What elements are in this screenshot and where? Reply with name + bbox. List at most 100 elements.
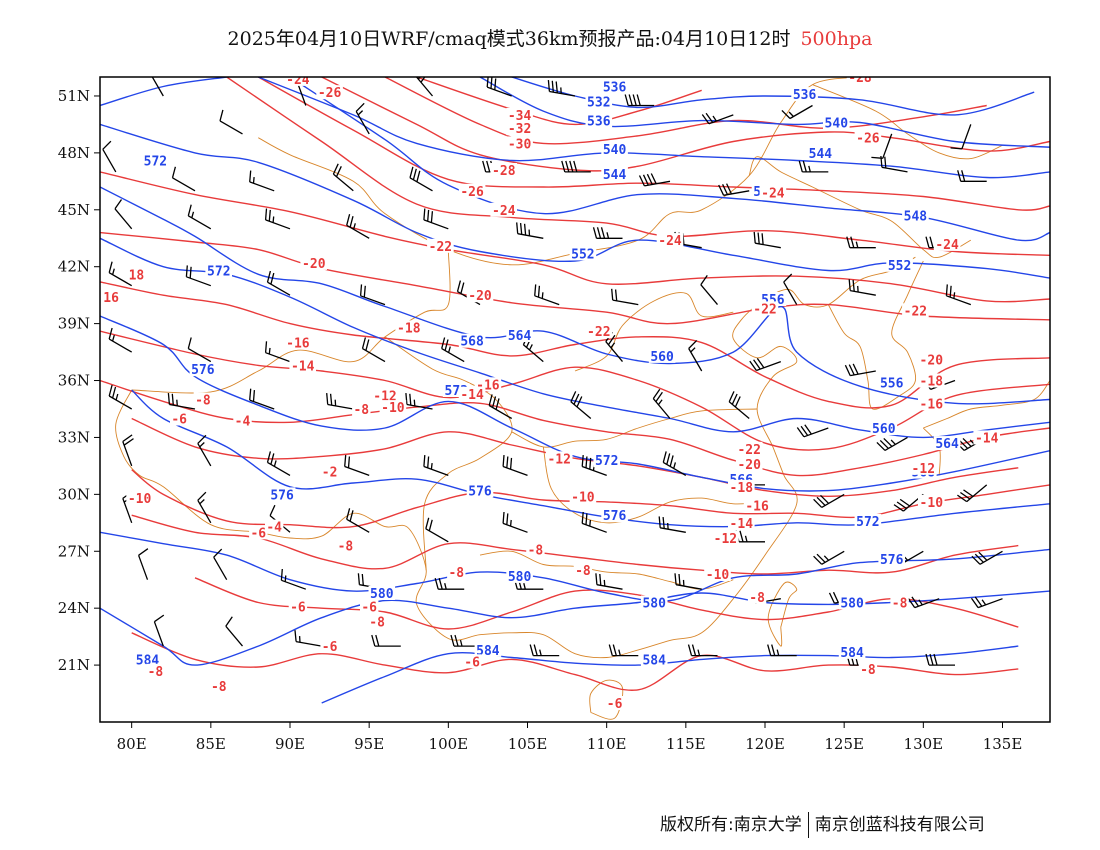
wind-barb-feather bbox=[596, 227, 602, 239]
wind-barb-half-feather bbox=[413, 399, 416, 406]
temperature-label: -6 bbox=[322, 640, 338, 655]
wind-barb bbox=[957, 170, 987, 182]
wind-barb-staff bbox=[946, 295, 972, 306]
temperature-label: -22 bbox=[587, 325, 610, 340]
wind-barb-staff bbox=[549, 90, 576, 97]
wind-barb bbox=[971, 550, 1003, 565]
height-contour-label-background bbox=[902, 208, 929, 223]
wind-barb-half-feather bbox=[697, 649, 701, 656]
wind-barb bbox=[547, 80, 576, 97]
temperature-label: -6 bbox=[464, 655, 480, 670]
temperature-label-background bbox=[170, 411, 189, 426]
y-tick-label: 48N bbox=[58, 144, 90, 162]
border-line bbox=[115, 256, 916, 659]
wind-barb bbox=[153, 614, 165, 647]
wind-barb-feather bbox=[438, 578, 443, 590]
temperature-label-background bbox=[858, 661, 878, 676]
height-contour-label-background bbox=[870, 421, 898, 435]
temperature-label-background bbox=[101, 290, 121, 305]
wind-barb-feather bbox=[632, 94, 637, 106]
wind-barb-feather bbox=[662, 517, 665, 529]
wind-barb bbox=[781, 104, 813, 120]
height-contour-label-background bbox=[640, 595, 668, 610]
wind-barb-half-feather bbox=[284, 575, 287, 582]
wind-barb-feather bbox=[138, 548, 149, 556]
wind-barb-feather bbox=[961, 170, 966, 182]
temperature-label-background bbox=[506, 121, 533, 136]
wind-barb-staff bbox=[850, 370, 876, 377]
x-tick-label: 125E bbox=[824, 735, 864, 753]
wind-barb-feather bbox=[581, 511, 584, 524]
wind-barb bbox=[122, 434, 134, 467]
wind-barb-feather bbox=[718, 184, 725, 196]
border-line bbox=[258, 77, 861, 266]
y-tick-label: 39N bbox=[58, 315, 90, 333]
wind-barb bbox=[813, 550, 845, 565]
temperature-label: -24 bbox=[761, 187, 785, 202]
wind-barb-feather bbox=[884, 156, 887, 169]
wind-barb bbox=[108, 261, 133, 287]
y-tick-label: 33N bbox=[58, 428, 90, 446]
wind-barb-feather bbox=[960, 491, 971, 500]
wind-barb-feather bbox=[705, 112, 714, 123]
temperature-label-background bbox=[458, 386, 486, 401]
temperature-label: -8 bbox=[353, 403, 369, 418]
height-contour-label-background bbox=[506, 328, 533, 342]
wind-barb-feather bbox=[959, 439, 969, 449]
height-contour-label: 572 bbox=[144, 155, 167, 170]
wind-barb bbox=[735, 530, 765, 543]
wind-barb-feather bbox=[911, 596, 920, 607]
copyright-footer: 版权所有:南京大学 南京创蓝科技有限公司 bbox=[660, 810, 985, 838]
temperature-label: -12 bbox=[912, 462, 935, 477]
wind-barb-staff bbox=[153, 621, 164, 647]
wind-barb-half-feather bbox=[808, 165, 811, 173]
wind-barb bbox=[945, 284, 972, 306]
wind-barb-staff bbox=[977, 598, 1003, 609]
height-contour-label: 548 bbox=[904, 210, 928, 225]
temperature-isotherm bbox=[321, 77, 1050, 172]
wind-barb bbox=[581, 455, 607, 477]
wind-barb-feather bbox=[848, 279, 851, 291]
wind-barb bbox=[880, 155, 908, 173]
wind-barb-feather bbox=[361, 337, 367, 349]
temperature-label: -8 bbox=[369, 616, 385, 631]
wind-barb bbox=[687, 644, 718, 657]
wind-barb-staff bbox=[517, 233, 544, 239]
wind-barb bbox=[796, 424, 829, 438]
temperature-label: -26 bbox=[460, 185, 484, 200]
height-contour-label: 544 bbox=[603, 168, 627, 183]
wind-barb-half-feather bbox=[420, 77, 426, 83]
wind-barb-feather bbox=[749, 360, 757, 371]
temperature-label-background bbox=[316, 85, 343, 100]
wind-barb-feather bbox=[506, 513, 509, 525]
temperature-isotherm bbox=[100, 281, 1050, 409]
wind-barb bbox=[608, 644, 639, 657]
wind-barb bbox=[137, 548, 149, 580]
wind-barb-feather bbox=[249, 388, 252, 401]
height-contour-label-background bbox=[466, 483, 494, 498]
temperature-label: -8 bbox=[892, 597, 908, 612]
wind-barb-feather bbox=[561, 160, 566, 173]
wind-barb bbox=[848, 279, 876, 296]
wind-barb-feather bbox=[614, 289, 618, 301]
height-contour-label: 576 bbox=[880, 553, 904, 568]
wind-barb-feather bbox=[375, 634, 380, 647]
border-line bbox=[589, 679, 624, 720]
height-contour bbox=[100, 77, 227, 107]
wind-barb-feather bbox=[122, 434, 133, 443]
temperature-label: -30 bbox=[508, 137, 532, 152]
temperature-isotherm bbox=[226, 77, 1050, 256]
wind-barb-staff bbox=[225, 625, 243, 647]
wind-barb bbox=[561, 160, 591, 173]
temperature-label-background bbox=[918, 373, 945, 388]
wind-barb-feather bbox=[551, 80, 554, 93]
wind-barb-half-feather bbox=[199, 442, 205, 448]
height-contour-label-background bbox=[585, 94, 613, 109]
height-contour-label-background bbox=[648, 348, 676, 363]
height-contour bbox=[258, 77, 1050, 179]
temperature-label: -24 bbox=[658, 234, 682, 249]
wind-barb-feather bbox=[691, 644, 697, 656]
wind-barb-feather bbox=[636, 94, 641, 106]
wind-barb bbox=[346, 214, 370, 239]
wind-barb bbox=[662, 451, 687, 476]
